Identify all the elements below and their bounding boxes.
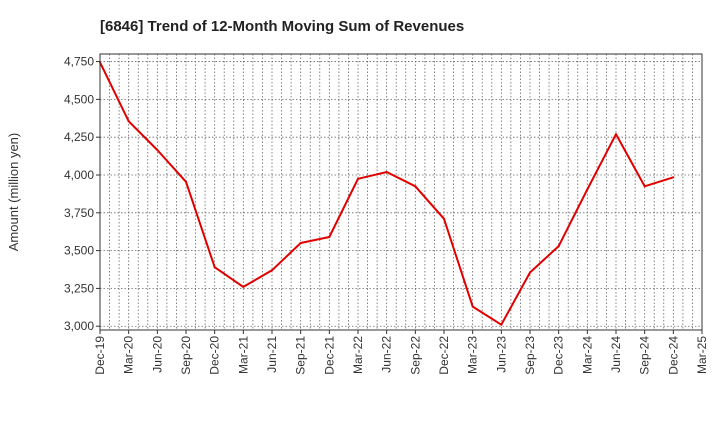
data-point xyxy=(557,245,560,248)
chart-title: [6846] Trend of 12-Month Moving Sum of R… xyxy=(100,18,464,35)
y-tick-label: 4,500 xyxy=(64,92,94,106)
x-tick-label: Dec-19 xyxy=(93,336,107,375)
x-tick-label: Mar-20 xyxy=(122,336,136,374)
x-tick-label: Sep-23 xyxy=(523,336,537,375)
data-point xyxy=(615,133,617,136)
data-point xyxy=(213,266,216,269)
x-tick-label: Sep-21 xyxy=(294,336,308,375)
x-tick-label: Jun-23 xyxy=(494,336,508,373)
series-layer xyxy=(99,61,675,326)
x-tick-label: Jun-20 xyxy=(150,336,164,373)
y-tick-label: 3,500 xyxy=(64,244,94,258)
x-tick-label: Jun-21 xyxy=(265,336,279,373)
y-tick-label: 4,750 xyxy=(64,55,94,69)
y-tick-label: 3,750 xyxy=(64,206,94,220)
data-point xyxy=(586,188,589,191)
data-point xyxy=(328,235,331,238)
data-point xyxy=(385,170,388,173)
data-point xyxy=(271,269,273,272)
data-point xyxy=(242,285,245,288)
x-tick-label: Dec-21 xyxy=(322,336,336,375)
y-tick-label: 4,000 xyxy=(64,168,94,182)
data-point xyxy=(643,185,646,188)
y-axis-label: Amount (million yen) xyxy=(6,133,21,252)
y-tick-label: 4,250 xyxy=(64,130,94,144)
x-tick-label: Sep-24 xyxy=(638,336,652,375)
data-point xyxy=(127,120,130,123)
x-tick-label: Mar-21 xyxy=(236,336,250,374)
data-point xyxy=(443,217,445,220)
x-tick-label: Dec-20 xyxy=(208,336,222,375)
x-tick-label: Sep-22 xyxy=(408,336,422,375)
plot-frame xyxy=(99,53,703,331)
x-tick-label: Mar-22 xyxy=(351,336,365,374)
x-tick-label: Mar-24 xyxy=(580,336,594,374)
x-tick-label: Mar-23 xyxy=(466,336,480,374)
data-point xyxy=(414,185,417,188)
x-tick-label: Dec-23 xyxy=(552,336,566,375)
data-point xyxy=(500,323,503,326)
data-point xyxy=(299,242,302,245)
x-axis-ticks: Dec-19 Mar-20 Jun-20 Sep-20 Dec-20 Mar-21 Jun-… xyxy=(93,330,709,375)
y-tick-label: 3,000 xyxy=(64,319,94,333)
data-point xyxy=(529,271,531,274)
data-point xyxy=(185,180,187,183)
y-tick-label: 3,250 xyxy=(64,281,94,295)
data-point xyxy=(672,176,675,179)
grid xyxy=(100,54,702,330)
x-tick-label: Jun-24 xyxy=(609,336,623,373)
x-tick-label: Jun-22 xyxy=(380,336,394,373)
x-tick-label: Sep-20 xyxy=(179,336,193,375)
x-tick-label: Dec-24 xyxy=(666,336,680,375)
data-point xyxy=(357,177,359,180)
x-tick-label: Mar-25 xyxy=(695,336,709,374)
data-point xyxy=(156,149,159,152)
x-tick-label: Dec-22 xyxy=(437,336,451,375)
data-point xyxy=(471,305,474,308)
y-axis-ticks: 3,000 3,250 3,500 3,750 4,000 4,250 4,500 4,750 xyxy=(64,55,100,333)
